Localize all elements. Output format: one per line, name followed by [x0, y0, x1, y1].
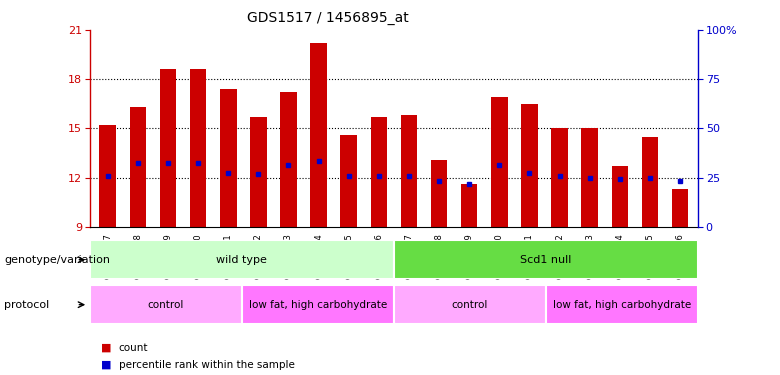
Text: GDS1517 / 1456895_at: GDS1517 / 1456895_at — [246, 11, 409, 25]
Bar — [250, 117, 267, 227]
Bar — [370, 117, 387, 227]
Text: ■: ■ — [101, 360, 112, 369]
Text: low fat, high carbohydrate: low fat, high carbohydrate — [553, 300, 691, 310]
Bar — [431, 160, 448, 227]
Text: Scd1 null: Scd1 null — [520, 255, 572, 265]
Text: control: control — [452, 300, 488, 310]
Bar — [461, 184, 477, 227]
Bar — [401, 116, 417, 227]
Bar — [129, 107, 146, 227]
Text: low fat, high carbohydrate: low fat, high carbohydrate — [249, 300, 387, 310]
Bar — [90, 240, 394, 279]
Text: percentile rank within the sample: percentile rank within the sample — [119, 360, 294, 369]
Bar — [551, 128, 568, 227]
Bar — [220, 89, 236, 227]
Bar — [310, 43, 327, 227]
Bar — [100, 125, 116, 227]
Bar — [491, 97, 508, 227]
Text: count: count — [119, 343, 148, 353]
Bar — [160, 69, 176, 227]
Text: genotype/variation: genotype/variation — [4, 255, 110, 265]
Bar — [672, 189, 688, 227]
Bar — [340, 135, 357, 227]
Text: wild type: wild type — [216, 255, 268, 265]
Text: control: control — [147, 300, 184, 310]
Bar — [190, 69, 207, 227]
Bar — [394, 285, 546, 324]
Text: protocol: protocol — [4, 300, 49, 310]
Bar — [90, 285, 242, 324]
Bar — [546, 285, 698, 324]
Text: ■: ■ — [101, 343, 112, 353]
Bar — [642, 136, 658, 227]
Bar — [394, 240, 698, 279]
Bar — [242, 285, 394, 324]
Bar — [280, 92, 296, 227]
Bar — [521, 104, 537, 227]
Bar — [581, 128, 598, 227]
Bar — [612, 166, 628, 227]
